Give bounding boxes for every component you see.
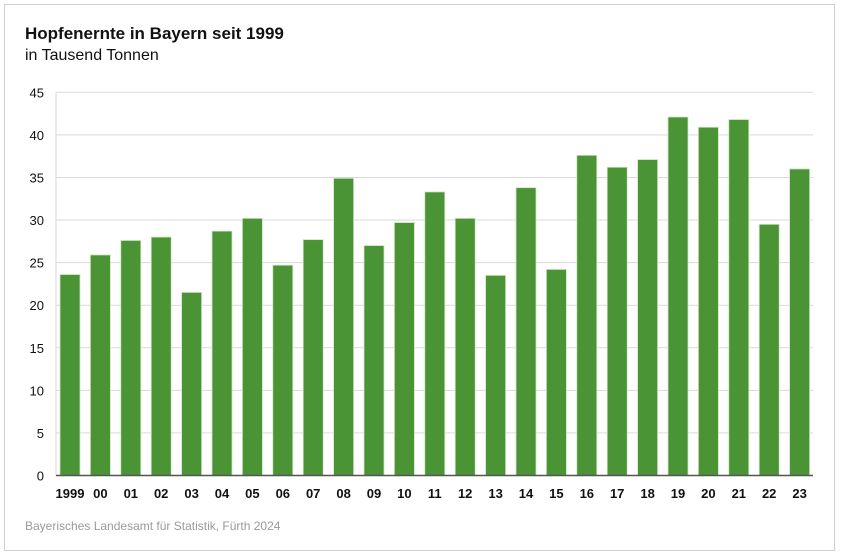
x-tick-label: 13 <box>488 486 502 501</box>
x-tick-label: 05 <box>245 486 259 501</box>
bar <box>333 177 355 476</box>
x-tick-label: 06 <box>276 486 290 501</box>
bar <box>698 126 719 476</box>
bar <box>454 217 476 476</box>
chart-frame <box>4 4 835 551</box>
bar <box>302 239 324 476</box>
x-tick-label: 10 <box>397 486 411 501</box>
x-tick-label: 18 <box>640 486 654 501</box>
y-tick-label: 45 <box>30 85 44 100</box>
x-tick-label: 11 <box>428 486 442 501</box>
bar <box>393 222 415 476</box>
x-tick-label: 20 <box>701 486 715 501</box>
x-tick-label: 1999 <box>56 486 85 501</box>
bar <box>424 191 446 476</box>
bar <box>515 187 537 476</box>
bar <box>576 154 598 476</box>
y-tick-label: 25 <box>30 256 44 271</box>
x-tick-label: 00 <box>93 486 107 501</box>
bar <box>211 230 233 476</box>
x-tick-label: 21 <box>732 486 746 501</box>
y-tick-label: 30 <box>30 213 44 228</box>
y-tick-label: 20 <box>30 298 44 313</box>
x-tick-label: 07 <box>306 486 320 501</box>
x-tick-label: 15 <box>549 486 563 501</box>
bar <box>606 166 628 476</box>
bar <box>546 269 567 476</box>
x-tick-label: 22 <box>762 486 776 501</box>
bar <box>241 217 263 476</box>
bar <box>789 168 810 476</box>
bar <box>728 119 750 476</box>
bar <box>181 292 203 476</box>
bar <box>150 236 172 476</box>
x-tick-label: 16 <box>580 486 594 501</box>
y-tick-label: 5 <box>37 426 44 441</box>
chart-title: Hopfenernte in Bayern seit 1999 <box>25 24 284 43</box>
y-tick-label: 0 <box>37 469 44 484</box>
bar <box>485 274 507 476</box>
bar <box>120 240 142 476</box>
x-tick-label: 12 <box>458 486 472 501</box>
x-tick-label: 19 <box>671 486 685 501</box>
y-tick-label: 10 <box>30 383 44 398</box>
bar <box>272 264 294 476</box>
bar <box>59 274 81 476</box>
chart-subtitle: in Tausend Tonnen <box>25 47 159 64</box>
x-tick-label: 01 <box>124 486 138 501</box>
y-tick-label: 35 <box>30 170 44 185</box>
bar <box>90 254 111 476</box>
y-tick-label: 15 <box>30 341 44 356</box>
bar <box>758 223 780 476</box>
bar <box>667 116 689 476</box>
y-tick-label: 40 <box>30 128 44 143</box>
x-tick-label: 23 <box>792 486 806 501</box>
bar <box>363 245 385 476</box>
x-tick-label: 04 <box>215 486 230 501</box>
bar <box>637 159 658 476</box>
source-note: Bayerisches Landesamt für Statistik, Für… <box>25 519 281 533</box>
x-tick-label: 09 <box>367 486 381 501</box>
x-tick-label: 17 <box>610 486 624 501</box>
x-tick-label: 02 <box>154 486 168 501</box>
x-tick-label: 08 <box>336 486 350 501</box>
x-tick-label: 03 <box>184 486 198 501</box>
x-tick-label: 14 <box>519 486 534 501</box>
